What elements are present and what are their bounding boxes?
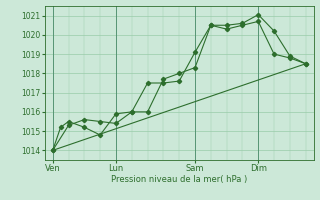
X-axis label: Pression niveau de la mer( hPa ): Pression niveau de la mer( hPa ) [111, 175, 247, 184]
